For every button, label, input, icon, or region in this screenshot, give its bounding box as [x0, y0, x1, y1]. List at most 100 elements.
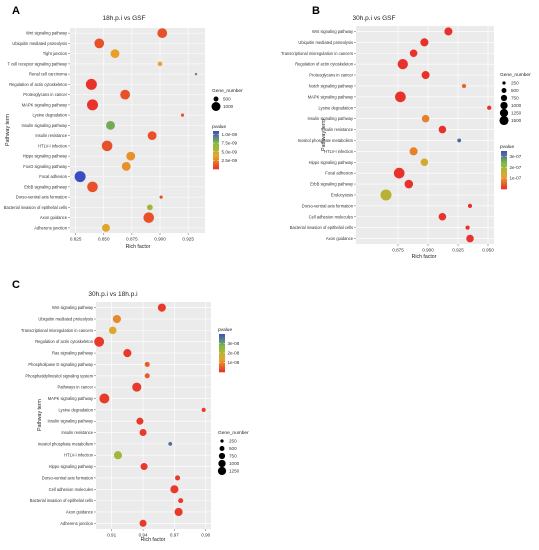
size-legend-label: 1000	[511, 103, 522, 108]
y-tick-label: Adherens junction	[60, 521, 93, 526]
data-point	[87, 99, 98, 111]
chart-title: 30h.p.i vs 18h.p.i	[88, 291, 137, 298]
y-tick-label: Lysine degradation	[319, 105, 354, 110]
color-legend-bar-segment	[213, 143, 219, 146]
size-legend-key	[499, 115, 509, 126]
data-point	[178, 498, 184, 504]
data-point	[393, 167, 405, 179]
size-legend-key	[219, 446, 225, 451]
color-legend-bar-segment	[501, 181, 507, 183]
color-legend-bar-segment	[213, 154, 219, 157]
data-point	[421, 114, 430, 123]
data-point	[461, 83, 467, 89]
data-point	[194, 72, 198, 76]
color-legend-bar-segment	[213, 159, 219, 162]
y-tick-label: Wnt signaling pathway	[52, 305, 94, 310]
data-point	[143, 212, 155, 223]
chart-title: 18h.p.i vs GSF	[103, 15, 146, 22]
data-point	[121, 161, 131, 171]
size-legend-label: 250	[229, 439, 237, 444]
x-tick-label: 0.94	[139, 533, 148, 538]
color-legend-bar-segment	[219, 334, 225, 336]
x-tick-label: 0.900	[422, 248, 434, 253]
color-legend-bar-segment	[213, 167, 219, 170]
color-legend-bar-segment	[219, 351, 225, 354]
y-tick-label: Ubiquitin mediated proteolysis	[298, 40, 353, 45]
size-legend-label: 750	[229, 454, 237, 459]
color-legend-bar-segment	[219, 359, 225, 362]
color-legend-label: 1e-07	[510, 176, 522, 181]
color-legend-bar-segment	[213, 161, 219, 163]
panel-label: A	[12, 5, 20, 17]
size-legend-title: Gene_number	[500, 72, 531, 78]
data-point	[112, 314, 121, 324]
color-legend-bar-segment	[219, 340, 225, 343]
size-legend-key	[218, 459, 226, 468]
color-legend-label: 1.0e-08	[222, 132, 238, 137]
color-legend-bar-segment	[501, 155, 507, 158]
y-tick-label: Pathways in cancer	[58, 385, 94, 390]
y-tick-label: Endocytosis	[331, 192, 353, 197]
x-tick-label: 0.950	[482, 248, 494, 253]
y-tick-label: Wnt signaling pathway	[312, 29, 354, 34]
data-point	[132, 382, 142, 392]
y-tick-label: Insulin resistance	[61, 430, 93, 435]
data-point	[123, 349, 132, 358]
data-point	[174, 507, 183, 517]
y-tick-label: Hippo signaling pathway	[23, 154, 68, 159]
size-legend-key	[220, 439, 224, 443]
data-point	[170, 485, 179, 494]
color-legend-bar-segment	[501, 173, 507, 176]
y-tick-label: Regulation of actin cytoskeleton	[9, 82, 68, 87]
color-legend-bar-segment	[219, 360, 225, 363]
color-legend-bar-segment	[213, 131, 219, 133]
data-point	[74, 171, 86, 183]
color-legend-bar-segment	[219, 356, 225, 359]
color-legend-bar-segment	[213, 137, 219, 140]
color-legend-bar-segment	[219, 343, 225, 346]
data-point	[409, 147, 418, 156]
y-tick-label: Cell adhesion molecules	[49, 487, 93, 492]
size-legend-label: 500	[229, 446, 237, 451]
y-tick-label: Proteoglycans in cancer	[309, 73, 353, 78]
data-point	[140, 463, 148, 471]
color-legend-bar-segment	[213, 157, 219, 160]
y-tick-label: Inositol phosphate metabolism	[38, 441, 94, 446]
data-point	[159, 195, 163, 199]
data-point	[144, 373, 150, 379]
x-axis-label: Rich factor	[126, 244, 151, 250]
data-point	[146, 204, 153, 211]
data-point	[108, 326, 117, 335]
data-point	[157, 61, 163, 67]
color-legend-bar-segment	[501, 179, 507, 182]
data-point	[110, 49, 120, 59]
data-point	[180, 113, 185, 117]
data-point	[94, 336, 105, 347]
data-point	[102, 223, 110, 232]
data-point	[85, 78, 97, 90]
panel-label: C	[12, 279, 20, 291]
size-legend-key	[500, 94, 508, 102]
y-tick-label: Dorso-ventral axis formation	[42, 475, 94, 480]
y-tick-label: Axon guidance	[66, 509, 94, 514]
data-point	[420, 38, 429, 47]
color-legend-bar-segment	[219, 354, 225, 357]
y-tick-label: Axon guidance	[326, 236, 354, 241]
size-legend-key	[211, 101, 221, 112]
color-legend-bar-segment	[501, 166, 507, 169]
x-tick-label: 0.875	[392, 248, 404, 253]
color-legend-bar-segment	[219, 362, 225, 365]
y-tick-label: ErbB signaling pathway	[310, 182, 354, 187]
x-tick-label: 0.925	[452, 248, 464, 253]
data-point	[157, 303, 166, 312]
y-tick-label: MAPK signaling pathway	[22, 102, 68, 107]
color-legend-bar-segment	[219, 370, 225, 373]
y-tick-label: Inositol phosphate metabolism	[298, 138, 354, 143]
color-legend-bar-segment	[213, 138, 219, 141]
data-point	[106, 120, 115, 130]
data-point	[139, 519, 147, 527]
color-legend-bar-segment	[219, 338, 225, 341]
size-legend-key	[499, 108, 509, 118]
size-legend-label: 1500	[511, 118, 522, 123]
y-tick-label: Focal adhesion	[39, 174, 67, 179]
